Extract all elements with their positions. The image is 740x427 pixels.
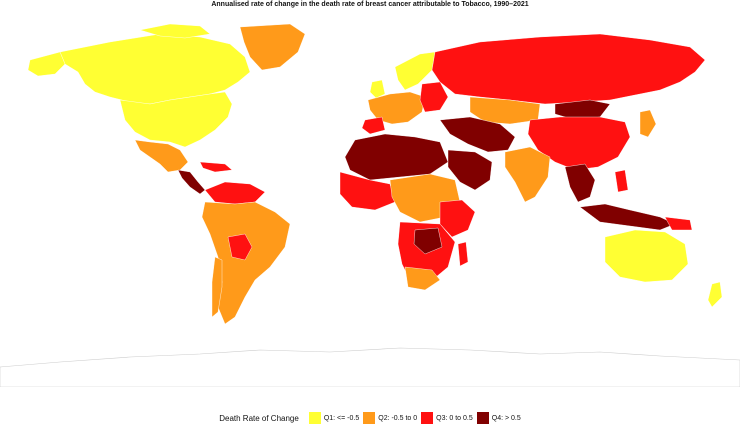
region-south-africa — [404, 266, 441, 291]
region-madagascar — [457, 241, 469, 267]
region-indonesia — [579, 203, 676, 231]
region-japan — [639, 109, 657, 138]
region-usa — [119, 91, 233, 148]
region-arabia — [447, 149, 493, 191]
legend-swatch-q3 — [421, 412, 434, 424]
region-greenland — [239, 23, 306, 71]
region-chile — [211, 256, 223, 318]
legend-item-q1: Q1: <= -0.5 — [308, 412, 360, 424]
legend-label-q1: Q1: <= -0.5 — [323, 414, 360, 422]
region-west-africa — [339, 171, 396, 211]
region-south-america-north — [204, 181, 266, 205]
region-mexico — [134, 139, 189, 173]
region-turkey-iran — [439, 116, 516, 153]
legend-label-q4: Q4: > 0.5 — [491, 414, 521, 422]
region-bolivia — [227, 233, 253, 261]
region-southeast-asia — [564, 163, 596, 203]
map-title: Annualised rate of change in the death r… — [211, 1, 529, 8]
legend-item-q3: Q3: 0 to 0.5 — [421, 412, 473, 424]
region-kazakhstan — [469, 96, 541, 125]
region-alaska — [27, 51, 66, 77]
region-zambia-malawi — [413, 227, 443, 255]
legend: Death Rate of Change Q1: <= -0.5 Q2: -0.… — [0, 412, 740, 424]
region-australia — [604, 229, 689, 283]
region-western-europe — [367, 91, 426, 125]
region-philippines — [614, 169, 629, 193]
legend-label-q2: Q2: -0.5 to 0 — [378, 414, 418, 422]
region-china — [527, 116, 631, 171]
legend-swatch-q4 — [476, 412, 489, 424]
region-caribbean — [199, 161, 233, 173]
region-eastern-europe — [419, 81, 449, 113]
region-iberia — [361, 116, 386, 135]
region-central-america — [177, 169, 206, 195]
legend-title: Death Rate of Change — [219, 413, 299, 423]
legend-label-q3: Q3: 0 to 0.5 — [436, 414, 473, 422]
region-india — [504, 146, 551, 203]
world-choropleth-map — [0, 23, 740, 387]
region-papua-new-guinea — [664, 216, 693, 231]
region-north-africa — [344, 133, 449, 181]
legend-swatch-q1 — [308, 412, 321, 424]
legend-item-q2: Q2: -0.5 to 0 — [363, 412, 417, 424]
legend-item-q4: Q4: > 0.5 — [476, 412, 521, 424]
region-uk — [369, 79, 386, 99]
region-russia — [431, 33, 706, 105]
region-scandinavia — [394, 51, 436, 91]
region-canadian-islands — [139, 23, 211, 39]
region-new-zealand — [707, 281, 723, 308]
region-antarctica — [0, 347, 740, 387]
region-south-america — [201, 201, 291, 325]
legend-swatch-q2 — [363, 412, 376, 424]
